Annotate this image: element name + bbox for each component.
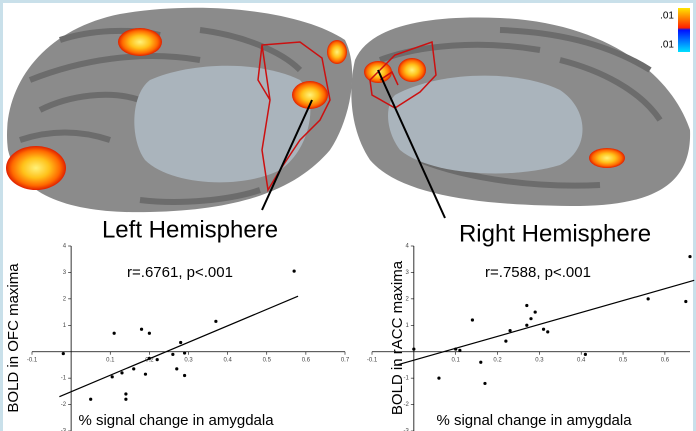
colorbar xyxy=(678,8,690,52)
y-tick-label: -2 xyxy=(403,402,409,408)
point xyxy=(470,318,475,322)
right-brain xyxy=(351,17,691,219)
point xyxy=(684,299,688,304)
point xyxy=(688,254,692,259)
point xyxy=(458,348,462,352)
y-tick-label: 1 xyxy=(63,323,67,329)
x-tick-label: 0.3 xyxy=(184,357,193,363)
y-tick-label: 4 xyxy=(63,244,67,250)
x-tick-label: 0.4 xyxy=(223,357,232,363)
point xyxy=(525,303,529,308)
x-tick-label: -0.1 xyxy=(27,357,38,363)
x-tick-label: 0.1 xyxy=(452,357,461,363)
point xyxy=(124,397,128,401)
y-tick-label: 2 xyxy=(63,296,67,302)
point xyxy=(179,340,183,345)
point xyxy=(541,327,546,331)
x-axis-label: % signal change in amygdala xyxy=(78,412,274,429)
x-axis-label: % signal change in amygdala xyxy=(436,412,632,429)
fit-line xyxy=(396,279,695,366)
y-tick-label: 4 xyxy=(405,244,409,250)
x-tick-label: 0.2 xyxy=(493,357,502,363)
y-tick-label: -3 xyxy=(61,429,67,431)
point xyxy=(132,367,136,371)
point xyxy=(147,356,151,360)
colorbar-label: .01 xyxy=(660,11,674,22)
point xyxy=(546,330,550,334)
point xyxy=(171,352,175,356)
y-tick-label: -3 xyxy=(403,429,409,431)
point xyxy=(155,358,159,362)
y-tick-label: -2 xyxy=(61,402,67,408)
y-axis-label: BOLD in rACC maxima xyxy=(389,260,406,415)
point xyxy=(583,352,587,356)
point xyxy=(437,376,441,380)
fit-line xyxy=(59,295,299,398)
x-tick-label: -0.1 xyxy=(367,357,378,363)
point xyxy=(214,319,218,323)
point xyxy=(292,269,296,273)
x-tick-label: 0.7 xyxy=(341,357,350,363)
point xyxy=(525,323,529,327)
point xyxy=(61,351,65,356)
y-tick-label: 2 xyxy=(405,296,409,302)
y-tick-label: 3 xyxy=(405,270,409,276)
point xyxy=(533,310,537,314)
point xyxy=(124,392,128,396)
point xyxy=(483,381,487,386)
y-tick-label: -1 xyxy=(61,376,67,382)
point xyxy=(110,375,114,379)
point xyxy=(479,360,483,364)
hemisphere-label: Right Hemisphere xyxy=(459,220,651,247)
point xyxy=(112,331,116,335)
y-axis-label: BOLD in OFC maxima xyxy=(5,263,22,413)
point xyxy=(182,373,187,378)
x-tick-label: 0.5 xyxy=(619,357,628,363)
y-tick-label: 1 xyxy=(405,323,409,329)
point xyxy=(175,367,179,371)
point xyxy=(646,297,650,301)
point xyxy=(504,339,508,343)
x-tick-label: 0.2 xyxy=(145,357,154,363)
hemisphere-label: Left Hemisphere xyxy=(102,216,278,243)
point xyxy=(147,331,151,335)
point xyxy=(508,328,512,333)
y-tick-label: 3 xyxy=(63,270,67,276)
point xyxy=(454,347,458,351)
colorbar-label: .01 xyxy=(660,40,674,51)
x-tick-label: 0.6 xyxy=(661,357,670,363)
point xyxy=(120,371,124,375)
y-tick-label: -1 xyxy=(403,376,409,382)
x-tick-label: 0.5 xyxy=(263,357,272,363)
point xyxy=(412,347,416,351)
annotation: r=.7588, p<.001 xyxy=(485,264,591,281)
x-tick-label: 0.4 xyxy=(577,357,586,363)
x-tick-label: 0.1 xyxy=(106,357,115,363)
point xyxy=(182,351,187,355)
point xyxy=(529,317,533,321)
point xyxy=(139,327,144,331)
x-tick-label: 0.6 xyxy=(302,357,311,363)
left-brain xyxy=(6,7,353,213)
x-tick-label: 0.3 xyxy=(535,357,544,363)
annotation: r=.6761, p<.001 xyxy=(127,264,233,281)
point xyxy=(89,397,93,401)
point xyxy=(143,372,148,376)
